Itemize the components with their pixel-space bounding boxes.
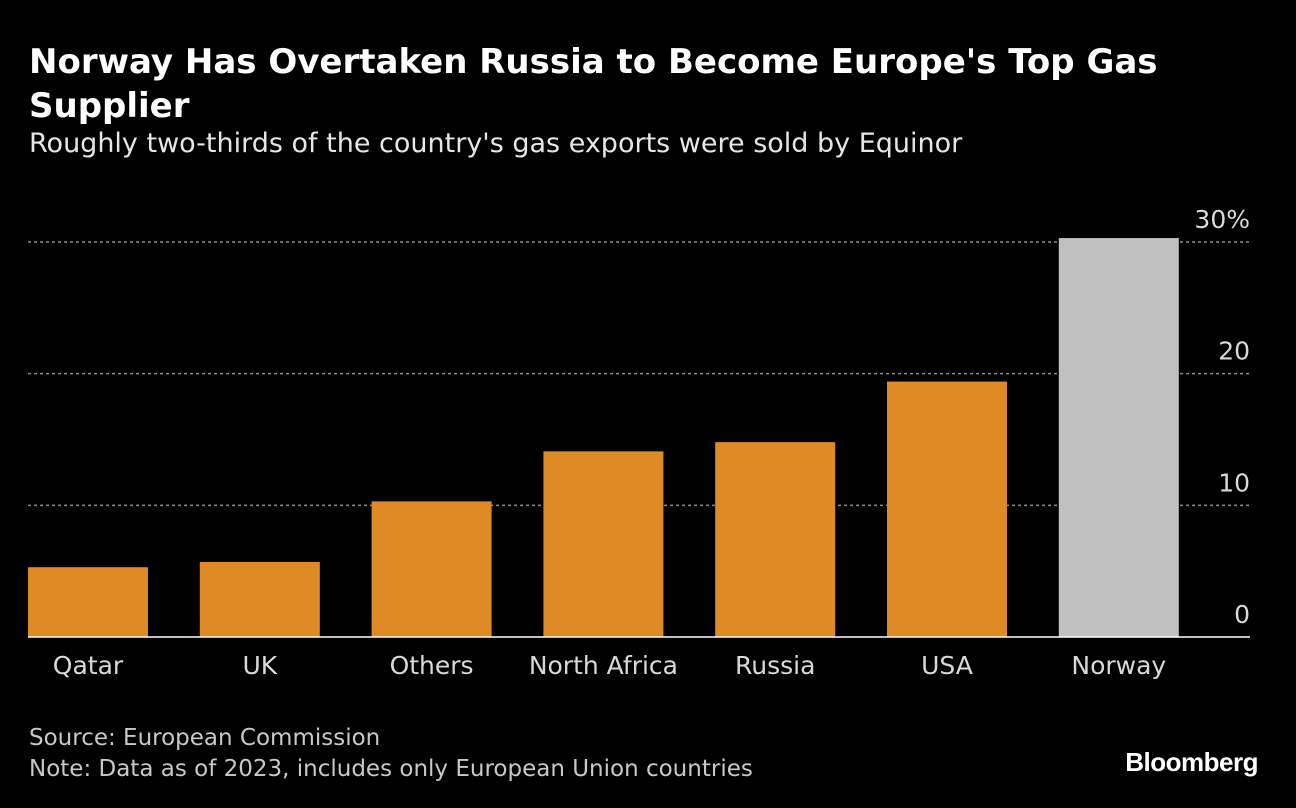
bar-uk (199, 561, 320, 637)
bar-others (371, 501, 492, 637)
source-note: Source: European Commission (29, 725, 381, 751)
x-axis-tick-labels: Qatar UK Others North Africa Russia USA Norway (53, 651, 1167, 680)
x-tick-label: Russia (735, 651, 815, 680)
bloomberg-logo: Bloomberg (1125, 747, 1258, 777)
x-tick-label: UK (242, 651, 277, 680)
bar-russia (715, 442, 836, 637)
bar-north-africa (543, 451, 664, 637)
chart-footer: Source: European Commission Note: Data a… (29, 723, 753, 785)
data-note: Note: Data as of 2023, includes only Eur… (29, 756, 753, 782)
x-tick-label: Norway (1071, 651, 1166, 680)
x-tick-label: Others (390, 651, 474, 680)
y-axis-tick-labels: 0 10 20 30% (1194, 205, 1250, 629)
bar-usa (887, 381, 1007, 637)
x-tick-label: Qatar (53, 651, 124, 680)
y-tick-label: 20 (1218, 337, 1250, 366)
bar-norway (1058, 238, 1179, 638)
y-tick-label: 30% (1194, 205, 1250, 234)
y-tick-label: 0 (1234, 600, 1250, 629)
x-tick-label: North Africa (529, 651, 678, 680)
chart-subtitle: Roughly two-thirds of the country's gas … (29, 128, 963, 159)
bar-qatar (28, 567, 148, 637)
y-tick-label: 10 (1218, 468, 1250, 497)
chart-title: Norway Has Overtaken Russia to Become Eu… (29, 42, 1158, 126)
x-tick-label: USA (921, 651, 973, 680)
bars (28, 238, 1179, 638)
